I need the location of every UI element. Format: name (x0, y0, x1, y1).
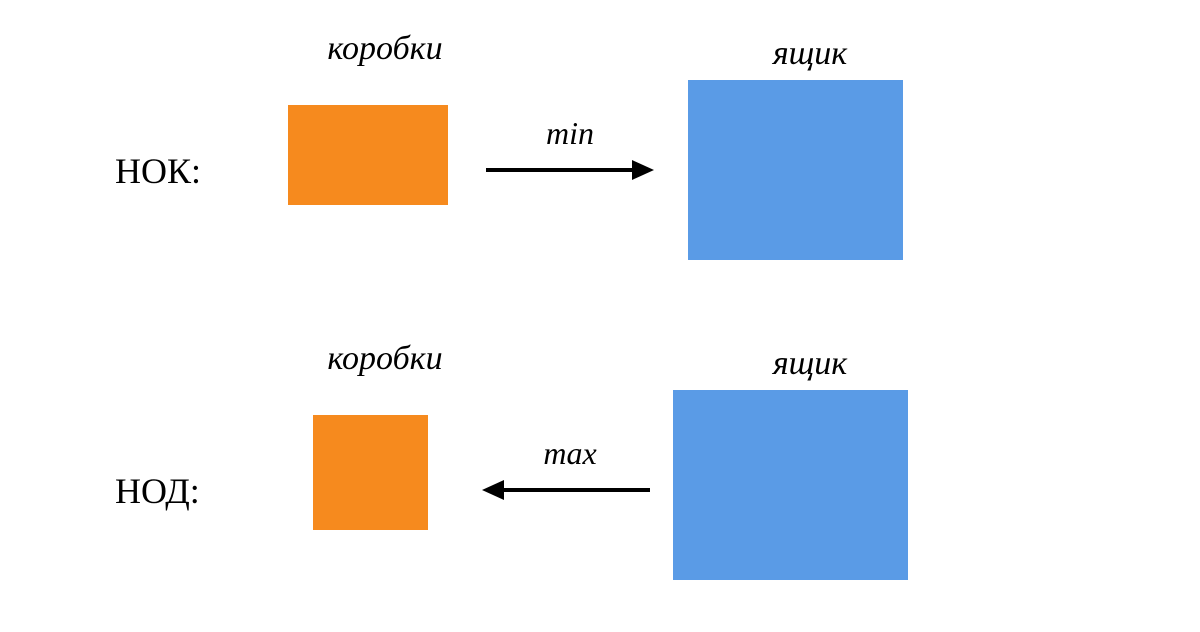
arrow-right-icon (486, 160, 656, 182)
arrow-left-icon (482, 480, 652, 502)
row-label-nod: НОД: (115, 470, 200, 512)
orange-box-nok (288, 105, 448, 205)
orange-box-nod (313, 415, 428, 530)
arrow-label-min: min (510, 115, 630, 152)
right-caption-nod: ящик (720, 345, 900, 383)
blue-box-nod (673, 390, 908, 580)
row-label-nok: НОК: (115, 150, 201, 192)
left-caption-nok: коробки (295, 30, 475, 68)
right-caption-nok: ящик (720, 35, 900, 73)
arrow-label-max: max (510, 435, 630, 472)
diagram-canvas: НОК: коробки ящик min НОД: коробки ящик … (0, 0, 1200, 632)
blue-box-nok (688, 80, 903, 260)
left-caption-nod: коробки (295, 340, 475, 378)
